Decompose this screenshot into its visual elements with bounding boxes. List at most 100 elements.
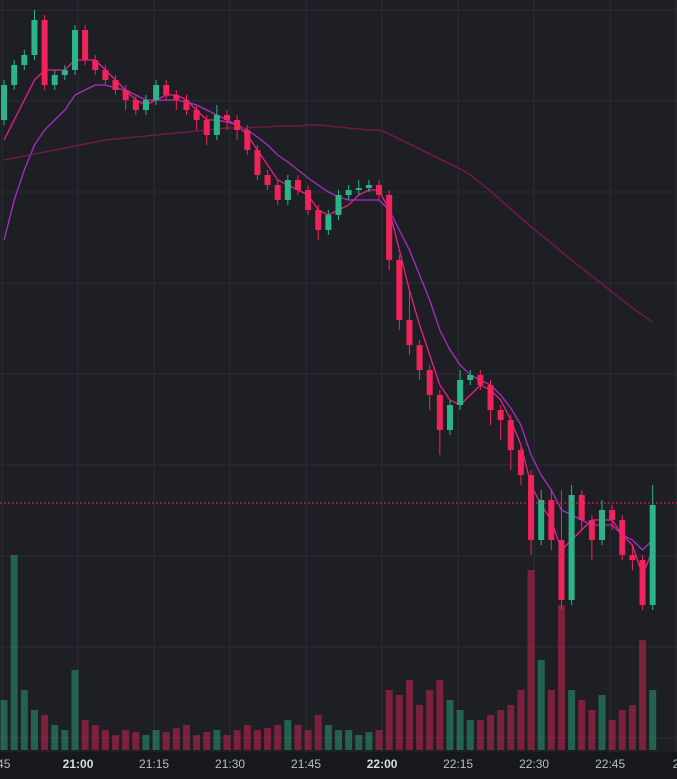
candle-body [224, 115, 231, 120]
candle-body [426, 370, 433, 395]
candle-body [436, 395, 443, 430]
volume-bar [304, 730, 312, 750]
volume-bar [436, 680, 444, 750]
volume-bar [314, 715, 322, 750]
candle-body [588, 520, 595, 540]
candle-body [163, 85, 170, 95]
volume-bar [61, 730, 69, 750]
volume-bar [345, 730, 353, 750]
candle-body [264, 175, 271, 185]
volume-bar [51, 725, 59, 750]
x-tick-label: :45 [0, 757, 11, 771]
volume-bar [142, 735, 150, 750]
volume-bar [193, 735, 201, 750]
volume-bar [578, 700, 586, 750]
candle-body [31, 20, 38, 55]
candle-body [477, 375, 484, 385]
volume-bar [30, 710, 38, 750]
candle-body [365, 185, 372, 188]
x-tick-label: 21:30 [215, 757, 245, 771]
candle-body [213, 115, 220, 135]
candle-body [386, 195, 393, 260]
candle-body [639, 560, 646, 605]
candle-body [41, 20, 48, 85]
volume-bar [294, 725, 302, 750]
time-axis-strip [0, 752, 677, 779]
candle-body [446, 405, 453, 430]
volume-bar [71, 670, 79, 750]
candle-body [619, 520, 626, 555]
candle-body [578, 495, 585, 520]
volume-bar [456, 710, 464, 750]
volume-bar [588, 710, 596, 750]
candle-body [599, 510, 606, 540]
candle-body [71, 30, 78, 70]
volume-bar [466, 720, 474, 750]
plot-background [0, 0, 677, 752]
x-tick-label: 22:45 [595, 757, 625, 771]
candle-body [649, 505, 656, 605]
volume-bar [608, 720, 616, 750]
volume-bar [152, 730, 160, 750]
moving-average [3, 124, 654, 323]
volume-bar [335, 730, 342, 750]
candle-body [203, 120, 210, 135]
candle-body [487, 385, 494, 410]
candle-body [21, 55, 28, 65]
volume-bar [517, 690, 525, 750]
volume-bar [639, 640, 647, 750]
volume-bar [243, 725, 251, 750]
candle-body [305, 190, 312, 210]
x-tick-label: 22:30 [519, 757, 549, 771]
candle-body [416, 345, 423, 370]
volume-bar [497, 710, 505, 750]
candle-body [548, 500, 555, 540]
candle-body [1, 85, 8, 120]
candle-body [467, 375, 474, 380]
x-tick-label: 21:15 [139, 757, 169, 771]
candle-body [568, 495, 575, 600]
volume-bar [487, 715, 495, 750]
volume-bar [10, 555, 18, 750]
volume-bar [81, 720, 89, 750]
volume-bar [385, 690, 393, 750]
volume-bar [264, 728, 272, 750]
volume-bar [41, 715, 49, 750]
x-tick-label: 21:45 [291, 757, 321, 771]
candle-body [284, 180, 291, 200]
volume-bar [537, 660, 545, 750]
volume-bar [557, 605, 565, 750]
volume-bar [446, 700, 454, 750]
volume-bar [628, 705, 636, 750]
candle-body [153, 85, 160, 100]
candle-body [528, 475, 535, 540]
volume-bar [274, 725, 282, 750]
candle-body [11, 65, 18, 85]
volume-bar [375, 730, 383, 750]
candle-body [132, 100, 139, 110]
volume-bar [365, 732, 373, 750]
candle-body [254, 150, 261, 175]
volume-bar [112, 735, 120, 750]
volume-bar [476, 720, 484, 750]
candle-body [82, 30, 89, 60]
volume-bar [547, 690, 555, 750]
candle-body [517, 450, 524, 475]
volume-bar [20, 690, 28, 750]
candle-body [51, 75, 58, 85]
volume-bar [527, 570, 535, 750]
volume-bar [91, 725, 99, 750]
x-tick-label: 22:15 [443, 757, 473, 771]
moving-average [3, 84, 654, 551]
volume-bar [598, 695, 606, 750]
volume-bar [203, 732, 211, 750]
volume-bar [253, 730, 261, 750]
candle-body [102, 70, 109, 80]
candle-body [173, 95, 180, 100]
volume-bar [0, 700, 8, 750]
candle-body [61, 70, 68, 75]
x-tick-label: 22:00 [367, 757, 398, 771]
candle-body [609, 510, 616, 520]
